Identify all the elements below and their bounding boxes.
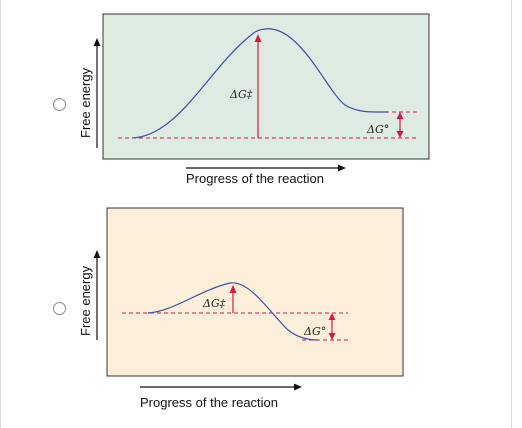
- activation-energy-label: ΔG‡: [229, 88, 253, 101]
- x-axis-arrowhead: [294, 383, 302, 391]
- energy-diagram-b: Free energy ΔG‡ ΔG° Progress of the reac…: [78, 207, 404, 410]
- x-axis-label: Progress of the reaction: [186, 171, 324, 186]
- right-border: [511, 0, 512, 428]
- standard-arrowhead-down: [396, 131, 404, 138]
- y-axis-arrowhead: [93, 38, 101, 46]
- reaction-curve: [147, 282, 319, 341]
- radio-choice-b[interactable]: [53, 302, 66, 315]
- activation-arrowhead: [254, 34, 262, 42]
- diagram-panel: [102, 13, 430, 160]
- x-axis-label: Progress of the reaction: [140, 395, 278, 410]
- standard-energy-label: ΔG°: [366, 123, 389, 136]
- x-axis-arrowhead: [338, 164, 346, 172]
- radio-choice-a[interactable]: [53, 98, 66, 111]
- standard-arrowhead-up: [396, 112, 404, 119]
- standard-arrowhead-up: [328, 313, 336, 320]
- y-axis-label: Free energy: [78, 265, 93, 336]
- diagram-panel: [106, 207, 404, 377]
- standard-energy-label: ΔG°: [303, 325, 326, 338]
- reaction-curve: [131, 28, 389, 139]
- y-axis-label: Free energy: [78, 67, 93, 138]
- energy-diagram-a: Free energy ΔG‡ ΔG° Progress of the reac…: [78, 13, 430, 186]
- activation-arrowhead: [229, 285, 237, 293]
- y-axis-arrowhead: [93, 250, 101, 258]
- activation-energy-label: ΔG‡: [202, 297, 226, 310]
- standard-arrowhead-down: [328, 333, 336, 340]
- left-border: [0, 0, 1, 428]
